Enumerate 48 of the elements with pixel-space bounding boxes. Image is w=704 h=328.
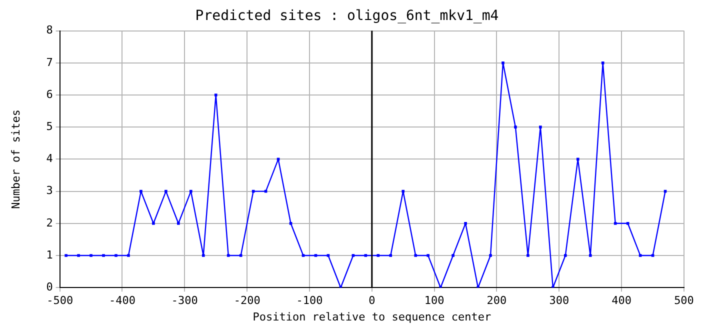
point [189,190,192,193]
y-tick-label: 3 [46,184,53,198]
point [588,254,592,257]
y-tick-label: 7 [46,56,53,69]
y-tick-label: 4 [46,152,54,166]
y-tick-label: 8 [46,24,53,37]
y-tick-label: 0 [46,280,53,294]
y-tick-label: 2 [46,216,53,230]
chart-title: Predicted sites : oligos_6nt_mkv1_m4 [195,8,499,24]
x-tick-label: 0 [368,294,376,308]
x-tick-label: -200 [234,294,260,308]
point [164,190,168,193]
x-tick-label: -500 [46,294,74,308]
y-axis-title: Number of sites [9,110,22,209]
point [364,254,368,257]
x-tick-label: 100 [424,294,444,308]
x-tick-label: 400 [612,294,632,308]
y-tick-label: 1 [46,248,53,262]
point [402,190,405,193]
point [64,254,68,257]
x-tick-label: 200 [486,294,507,308]
x-axis-title: Position relative to sequence center [252,310,492,324]
point [214,94,218,96]
point [414,254,418,257]
point [638,254,642,257]
point [314,254,318,257]
point [651,254,654,257]
point [302,254,305,257]
point [601,61,604,64]
point [614,222,617,225]
y-tick-label: 5 [46,120,53,133]
point [376,254,380,257]
point [352,254,355,257]
point [289,222,292,225]
x-tick-label: -100 [296,294,323,308]
point [576,158,580,161]
point [202,254,205,257]
point [239,254,242,257]
point [626,222,630,225]
point [226,254,230,257]
point [140,190,142,193]
x-tick-label: 500 [674,294,694,308]
y-tick-label: 6 [46,88,53,101]
point [326,254,330,257]
x-tick-label: -400 [108,294,136,308]
point [389,254,392,257]
x-tick-label: -300 [171,294,198,308]
x-tick-label: 300 [549,294,570,308]
